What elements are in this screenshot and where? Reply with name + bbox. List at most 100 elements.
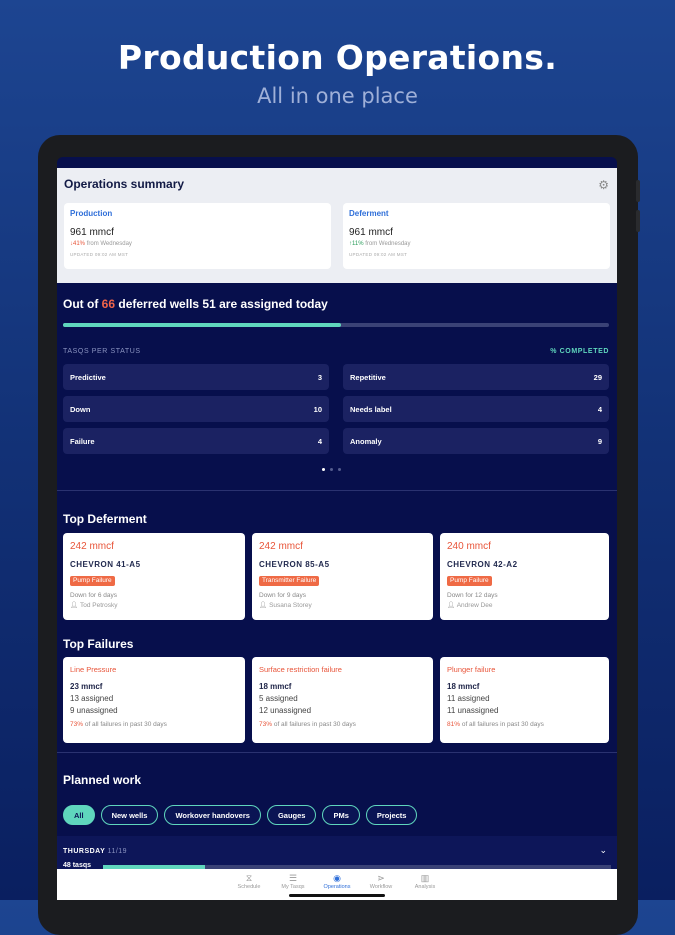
- day-label: THURSDAY 11/19: [63, 848, 128, 855]
- assigned-progress-bar: [63, 323, 609, 327]
- nav-item[interactable]: ▥ Analysis: [409, 873, 441, 900]
- status-count: 29: [593, 372, 602, 382]
- failure-title: Surface restriction failure: [259, 665, 342, 674]
- filter-chip[interactable]: Gauges: [266, 805, 317, 825]
- assignee: Susana Storey: [269, 602, 312, 609]
- gear-icon[interactable]: ⚙: [598, 178, 609, 192]
- status-item[interactable]: Down 10: [63, 396, 329, 422]
- deferment-card[interactable]: Deferment 961 mmcf ↑11% from Wednesday U…: [343, 203, 610, 269]
- failure-pct-text: of all failures in past 30 days: [461, 721, 544, 728]
- analysis-icon: ▥: [420, 873, 430, 883]
- nav-label: Analysis: [414, 884, 436, 890]
- page-dot[interactable]: [322, 468, 325, 471]
- bottom-nav: ⧖ Schedule ☰ My Tasqs ◉ Operations ⋗ Workflow ▥ A…: [57, 869, 617, 900]
- operations-summary: Operations summary ⚙ Production 961 mmcf…: [57, 168, 617, 283]
- failure-pct-text: of all failures in past 30 days: [273, 721, 356, 728]
- well-name: CHEVRON 42-A2: [447, 560, 518, 569]
- failure-amount: 23 mmcf: [70, 682, 103, 691]
- assigned-count: 5 assigned: [259, 694, 298, 703]
- failure-pct-text: of all failures in past 30 days: [84, 721, 167, 728]
- chevron-down-icon[interactable]: ⌄: [599, 845, 607, 855]
- status-count: 9: [597, 436, 602, 446]
- status-name: Anomaly: [350, 436, 382, 446]
- assignee: Andrew Dee: [456, 602, 493, 609]
- well-name: CHEVRON 41-A5: [70, 560, 141, 569]
- status-name: Repetitive: [350, 372, 386, 382]
- page-dot[interactable]: [338, 468, 341, 471]
- unassigned-count: 12 unassigned: [259, 706, 312, 715]
- divider: [57, 752, 617, 753]
- app-screen: Operations summary ⚙ Production 961 mmcf…: [57, 157, 617, 900]
- failure-pct: 73%: [70, 721, 84, 728]
- filter-chip[interactable]: New wells: [100, 805, 159, 825]
- deferment-card[interactable]: 242 mmcf CHEVRON 41-A5 Pump Failure Down…: [63, 533, 245, 620]
- person-icon: 👤︎: [70, 602, 79, 609]
- progress-fill: [103, 865, 205, 869]
- person-icon: 👤︎: [259, 602, 268, 609]
- page-dot[interactable]: [330, 468, 333, 471]
- workflow-icon: ⋗: [377, 873, 385, 883]
- filter-chip[interactable]: Workover handovers: [164, 805, 261, 825]
- failure-tag: Pump Failure: [70, 575, 115, 586]
- status-item[interactable]: Predictive 3: [63, 364, 329, 390]
- assignee: Tod Petrosky: [79, 602, 118, 609]
- tasqs-status-label: TASQS PER STATUS: [63, 348, 141, 355]
- page-indicator[interactable]: [322, 468, 341, 471]
- list-icon: ☰: [288, 873, 298, 883]
- failure-card[interactable]: Line Pressure 23 mmcf 13 assigned 9 unas…: [63, 657, 245, 743]
- filter-chip[interactable]: Projects: [365, 805, 418, 825]
- deferment-card[interactable]: 240 mmcf CHEVRON 42-A2 Pump Failure Down…: [440, 533, 609, 620]
- home-indicator: [289, 894, 385, 897]
- nav-item[interactable]: ◉ Operations: [321, 873, 353, 900]
- status-count: 4: [597, 404, 602, 414]
- down-duration: Down for 6 days: [70, 592, 117, 599]
- status-name: Predictive: [70, 372, 106, 382]
- filter-chips: All New wells Workover handovers Gauges PMs P…: [63, 805, 418, 825]
- top-failures-title: Top Failures: [63, 637, 134, 651]
- status-item[interactable]: Needs label 4: [343, 396, 609, 422]
- down-duration: Down for 12 days: [447, 592, 498, 599]
- down-duration: Down for 9 days: [259, 592, 306, 599]
- card-value: 961 mmcf: [70, 227, 114, 238]
- planned-work-title: Planned work: [63, 773, 142, 787]
- status-item[interactable]: Repetitive 29: [343, 364, 609, 390]
- card-value: 961 mmcf: [349, 227, 393, 238]
- nav-item[interactable]: ☰ My Tasqs: [277, 873, 309, 900]
- completed-toggle[interactable]: % COMPLETED: [550, 348, 609, 355]
- failure-pct: 73%: [259, 721, 273, 728]
- status-item[interactable]: Failure 4: [63, 428, 329, 454]
- card-change: ↑11% from Wednesday: [349, 241, 411, 247]
- status-count: 10: [313, 404, 322, 414]
- nav-item[interactable]: ⋗ Workflow: [365, 873, 397, 900]
- nav-label: My Tasqs: [281, 884, 305, 890]
- deferment-amount: 242 mmcf: [259, 541, 303, 552]
- tasks-count: 48 tasqs: [63, 862, 92, 869]
- status-name: Needs label: [350, 404, 392, 414]
- day-progress-bar: [103, 865, 611, 869]
- failure-amount: 18 mmcf: [259, 682, 292, 691]
- schedule-icon: ⧖: [245, 873, 253, 883]
- side-button: [636, 180, 640, 202]
- status-count: 4: [317, 436, 322, 446]
- unassigned-count: 11 unassigned: [447, 706, 499, 715]
- hero-title: Production Operations.: [117, 38, 558, 77]
- card-label: Production: [70, 209, 113, 218]
- unassigned-count: 9 unassigned: [70, 706, 118, 715]
- status-name: Failure: [70, 436, 95, 446]
- failure-card[interactable]: Surface restriction failure 18 mmcf 5 as…: [252, 657, 433, 743]
- card-change: ↓41% from Wednesday: [70, 241, 132, 247]
- deferment-amount: 242 mmcf: [70, 541, 114, 552]
- filter-chip[interactable]: PMs: [322, 805, 360, 825]
- card-label: Deferment: [349, 209, 389, 218]
- nav-item[interactable]: ⧖ Schedule: [233, 873, 265, 900]
- arrow-up-icon: ↑: [349, 241, 352, 247]
- filter-chip[interactable]: All: [63, 805, 95, 825]
- arrow-down-icon: ↓: [70, 241, 73, 247]
- production-card[interactable]: Production 961 mmcf ↓41% from Wednesday …: [64, 203, 331, 269]
- summary-title: Operations summary: [64, 177, 185, 191]
- failure-card[interactable]: Plunger failure 18 mmcf 11 assigned 11 u…: [440, 657, 609, 743]
- failure-title: Plunger failure: [447, 665, 496, 674]
- deferment-card[interactable]: 242 mmcf CHEVRON 85-A5 Transmitter Failu…: [252, 533, 433, 620]
- failure-tag: Pump Failure: [447, 575, 492, 586]
- status-item[interactable]: Anomaly 9: [343, 428, 609, 454]
